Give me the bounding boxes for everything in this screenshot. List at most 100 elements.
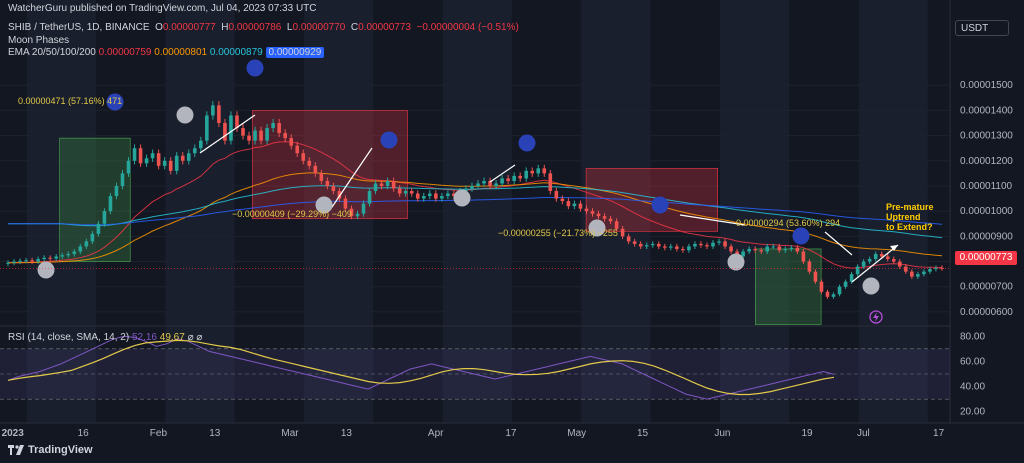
candle — [614, 218, 619, 232]
candle — [96, 220, 101, 237]
candle — [60, 252, 65, 259]
candle — [325, 177, 330, 190]
candle — [542, 164, 547, 177]
candle — [578, 200, 583, 212]
candle — [765, 243, 770, 255]
candle — [331, 182, 336, 195]
candle — [554, 187, 559, 202]
trend-line-1 — [199, 114, 256, 154]
candle — [235, 111, 239, 133]
time-tick-label: 13 — [209, 428, 221, 439]
price-tick-label: 0.00000700 — [960, 282, 1013, 293]
time-tick-label: Jun — [714, 428, 730, 439]
candle — [656, 241, 661, 250]
rsi-tick-label: 60.00 — [960, 356, 985, 367]
moon-phases-legend[interactable]: Moon Phases — [8, 35, 70, 46]
candle — [729, 243, 733, 255]
candle — [897, 259, 902, 269]
candle — [675, 243, 679, 252]
trend-line-3 — [489, 164, 516, 183]
ema-200-value: 0.00000929 — [265, 47, 325, 58]
candle — [596, 210, 601, 220]
candle — [488, 177, 492, 190]
publisher-line: WatcherGuru published on TradingView.com… — [8, 3, 317, 14]
ohlc-change: −0.00000004 (−0.51%) — [416, 22, 519, 33]
candle — [48, 255, 52, 261]
candle — [180, 152, 185, 165]
candle — [54, 254, 59, 261]
candle — [289, 134, 294, 150]
currency-selector[interactable]: USDT — [955, 20, 1009, 36]
time-tick-label: 19 — [801, 428, 813, 439]
box-label-2: −0.00000409 (−29.29%) −409 — [232, 209, 352, 219]
candle — [476, 180, 480, 190]
ohlc-low: 0.00000770 — [292, 22, 346, 33]
time-tick-label: 17 — [933, 428, 945, 439]
box-label-3: −0.00000255 (−21.73%) −255 — [498, 228, 618, 238]
candle — [922, 269, 926, 277]
ema-legend[interactable]: EMA 20/50/100/200 0.00000759 0.00000801 … — [8, 47, 325, 58]
candle — [162, 157, 167, 170]
candle — [229, 111, 233, 145]
settings-icon: ⌀ — [187, 332, 194, 343]
candle — [156, 149, 161, 170]
candle — [602, 213, 607, 222]
candle — [910, 269, 914, 279]
candle — [42, 255, 46, 262]
candle — [144, 154, 149, 167]
candle — [247, 131, 251, 145]
candle — [638, 241, 643, 250]
tradingview-brand[interactable]: TradingView — [8, 444, 93, 456]
candle — [693, 241, 697, 250]
time-axis: 2023 16 Feb 13 Mar 13 Apr 17 May 15 Jun 19 Jul 17 — [0, 422, 1024, 439]
rsi-tick-label: 40.00 — [960, 382, 985, 393]
candle — [644, 242, 649, 250]
range-box-1 — [59, 137, 131, 262]
tradingview-logo-icon — [8, 445, 24, 455]
candle — [403, 187, 408, 197]
candle — [24, 257, 28, 264]
candle — [711, 240, 715, 250]
candle — [747, 246, 751, 255]
candle — [391, 177, 396, 192]
candle — [536, 164, 541, 177]
price-tick-label: 0.00001000 — [960, 206, 1013, 217]
candle — [385, 177, 390, 190]
candle — [530, 167, 535, 177]
candle — [446, 190, 450, 200]
rsi-label: RSI (14, close, SMA, 14, 2) — [8, 332, 130, 343]
rsi-legend[interactable]: RSI (14, close, SMA, 14, 2) 52.16 49.67 … — [8, 332, 202, 343]
candle — [819, 279, 824, 294]
trend-lines — [199, 114, 899, 283]
candle — [470, 182, 474, 192]
symbol-title[interactable]: SHIB / TetherUS, 1D, BINANCE — [8, 22, 150, 33]
candle — [632, 238, 637, 247]
candle — [283, 129, 287, 143]
candle — [669, 243, 673, 251]
candle — [928, 266, 932, 274]
box-label-4: 0.00000294 (53.60%) 294 — [736, 218, 840, 228]
price-tick-label: 0.00001400 — [960, 105, 1013, 116]
ema-50-line — [8, 172, 943, 264]
box-label-1: 0.00000471 (57.16%) 471 — [18, 96, 122, 106]
candle — [349, 205, 354, 220]
candle — [132, 144, 137, 165]
price-tick-label: 0.00001500 — [960, 80, 1013, 91]
annotation-pre-mature-uptrend: Pre-mature Uptrend to Extend? — [886, 202, 934, 232]
candle — [855, 264, 860, 277]
candle — [295, 141, 300, 157]
candle — [397, 185, 402, 197]
candle — [650, 241, 655, 248]
candle — [307, 157, 312, 170]
candle — [777, 243, 782, 253]
time-tick-label: 13 — [341, 428, 353, 439]
candle — [337, 187, 342, 202]
arrow-head — [890, 245, 898, 251]
candle — [277, 118, 281, 138]
candle — [807, 259, 812, 274]
lightning-icon[interactable] — [869, 310, 883, 324]
candle — [620, 225, 625, 240]
full-moon-icon — [453, 189, 471, 207]
price-tick-label: 0.00001300 — [960, 131, 1013, 142]
